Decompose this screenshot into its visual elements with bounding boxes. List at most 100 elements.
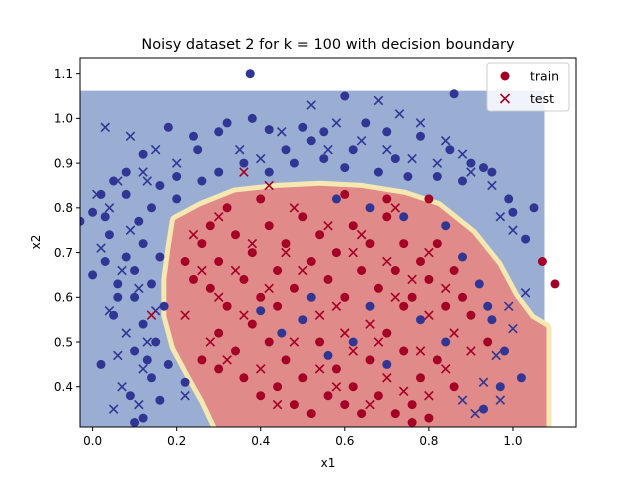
train-point (256, 391, 266, 401)
train-point (138, 319, 148, 329)
train-point (449, 89, 459, 99)
y-tick-label: 0.7 (54, 246, 73, 260)
train-point (121, 252, 131, 262)
train-point (504, 194, 514, 204)
train-point (273, 266, 283, 275)
train-point (100, 257, 110, 266)
train-point (256, 292, 266, 302)
train-point (306, 257, 316, 266)
test-point (394, 109, 405, 119)
test-point (478, 377, 489, 388)
test-point (340, 328, 350, 338)
train-point (147, 373, 156, 383)
test-point (104, 203, 115, 213)
y-axis-label: x2 (29, 235, 43, 250)
train-point (516, 373, 526, 383)
test-point (96, 243, 106, 253)
x-tick-label: 0.4 (251, 434, 270, 448)
train-point (193, 145, 203, 155)
y-tick-label: 0.9 (54, 156, 73, 170)
train-point (348, 382, 358, 392)
test-point (306, 100, 316, 110)
test-point (113, 176, 123, 186)
train-point (348, 221, 358, 231)
train-point (323, 391, 333, 401)
test-point (424, 390, 434, 401)
test-point (398, 386, 409, 396)
train-point (113, 279, 123, 289)
train-point (424, 413, 434, 423)
train-point (315, 230, 325, 240)
train-point (80, 216, 85, 226)
train-point (306, 292, 316, 302)
test-point (100, 122, 110, 133)
train-point (163, 122, 173, 132)
test-point (508, 323, 518, 334)
train-point (323, 350, 333, 360)
train-point (306, 409, 316, 419)
test-point (331, 381, 342, 392)
legend-test-label: test (530, 91, 554, 106)
train-point (474, 279, 484, 289)
train-point (550, 279, 560, 289)
train-point (487, 315, 497, 325)
train-point (256, 194, 266, 204)
train-point (407, 418, 417, 427)
test-point (239, 167, 249, 177)
train-point (441, 221, 451, 231)
train-point (479, 163, 488, 173)
chart-title: Noisy dataset 2 for k = 100 with decisio… (141, 37, 515, 53)
train-point (424, 194, 434, 204)
test-point (289, 203, 300, 213)
train-point (172, 172, 182, 181)
train-point (247, 248, 257, 258)
test-point (331, 301, 342, 312)
train-point (289, 400, 299, 410)
test-point (134, 283, 144, 294)
train-point (159, 301, 169, 311)
train-point (277, 328, 287, 338)
legend: train test (486, 62, 570, 112)
test-point (314, 310, 325, 320)
train-point (147, 203, 156, 213)
train-point (197, 239, 207, 249)
train-point (466, 310, 476, 320)
test-point (457, 149, 468, 159)
train-point (222, 118, 232, 128)
test-point (503, 301, 514, 312)
test-point (104, 305, 115, 316)
train-point (298, 315, 308, 325)
y-tick-label: 0.6 (54, 291, 73, 305)
test-point (382, 373, 392, 383)
train-point (100, 212, 110, 222)
train-point (441, 301, 451, 311)
test-point (382, 144, 392, 155)
train-point (361, 118, 371, 128)
test-point (188, 229, 199, 240)
train-point (373, 283, 383, 293)
test-point (142, 176, 153, 186)
train-point (130, 266, 140, 275)
train-point (483, 337, 493, 347)
x-tick-label: 0.2 (167, 434, 186, 448)
test-point (138, 364, 148, 374)
test-point (424, 247, 434, 258)
train-point (348, 145, 358, 155)
y-tick-label: 0.4 (54, 380, 73, 394)
test-point (466, 167, 476, 177)
test-point (213, 292, 224, 303)
test-point (213, 212, 224, 222)
test-point (348, 247, 358, 258)
x-axis-label: x1 (321, 456, 336, 470)
train-point (331, 364, 341, 374)
train-point (373, 391, 383, 401)
train-point (407, 400, 417, 410)
train-point (222, 301, 232, 311)
train-point (264, 221, 274, 231)
train-point (298, 212, 308, 222)
train-point (315, 337, 325, 347)
train-point (458, 252, 467, 262)
train-point (180, 257, 190, 266)
test-point (205, 337, 216, 347)
